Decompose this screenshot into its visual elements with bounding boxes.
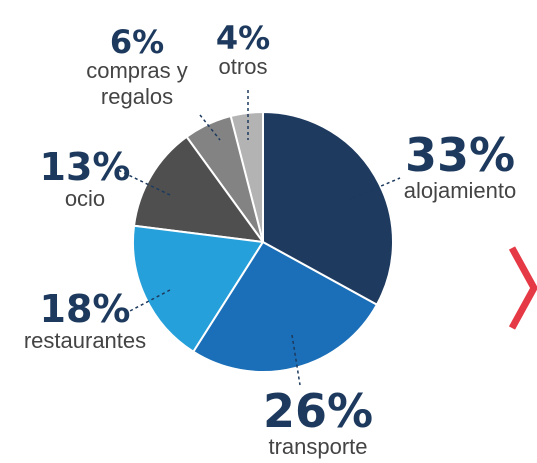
value-label: 13% — [39, 145, 131, 189]
slice-label: 26% transporte — [243, 388, 393, 460]
category-label: restaurantes — [23, 328, 147, 353]
value-label: 6% — [109, 23, 165, 61]
leader-line — [127, 289, 171, 313]
pie-slice — [132, 135, 266, 244]
slice-label: 13% ocio — [25, 148, 145, 212]
value-label: 26% — [262, 384, 374, 438]
value-label: 4% — [215, 19, 271, 57]
chevron[interactable] — [508, 246, 537, 330]
category-label: compras y regalos — [86, 58, 188, 110]
slice-label: 6% compras y regalos — [82, 26, 192, 111]
value-label: 18% — [39, 287, 131, 331]
slice-label: 33% alojamiento — [385, 132, 535, 204]
leader-line — [199, 114, 221, 141]
category-label: transporte — [268, 434, 368, 459]
pie-slice — [132, 224, 265, 354]
slice-label: 18% restaurantes — [0, 290, 170, 354]
slice-label: 4% otros — [203, 22, 283, 80]
category-label: otros — [218, 54, 268, 79]
category-label: alojamiento — [403, 178, 517, 203]
leader-line — [291, 334, 301, 386]
category-label: ocio — [64, 186, 106, 211]
leader-lines — [117, 90, 401, 386]
leader-line — [117, 169, 171, 196]
pie-slice — [262, 110, 394, 306]
pie-slice — [191, 240, 379, 373]
value-label: 33% — [404, 128, 516, 182]
